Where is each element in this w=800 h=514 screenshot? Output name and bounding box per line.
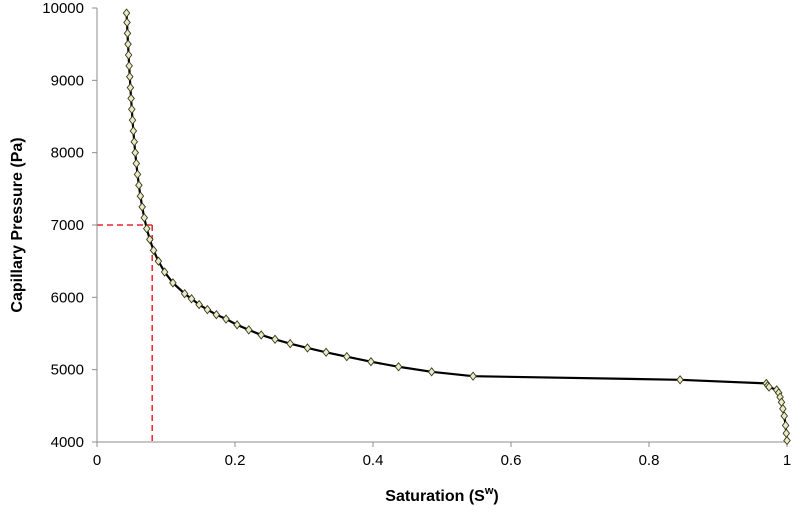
- data-point: [245, 325, 253, 335]
- data-point: [303, 343, 312, 353]
- data-point: [212, 309, 221, 320]
- data-point: [765, 382, 773, 392]
- data-point: [123, 28, 132, 39]
- data-point: [133, 169, 142, 180]
- data-point: [343, 351, 351, 362]
- data-point: [160, 267, 169, 277]
- y-tick-label: 7000: [51, 217, 84, 234]
- data-point: [142, 223, 151, 234]
- y-tick-label: 8000: [51, 145, 84, 162]
- data-point: [781, 420, 790, 431]
- data-point: [135, 180, 143, 190]
- x-tick-label: 0.4: [363, 452, 384, 469]
- x-axis-title-superscript: w: [484, 485, 494, 497]
- x-tick-label: 0: [93, 452, 101, 469]
- data-point: [203, 304, 212, 315]
- x-tick-label: 1: [783, 452, 791, 469]
- data-point: [149, 245, 158, 256]
- series-line: [125, 13, 789, 441]
- data-point: [124, 39, 132, 49]
- data-point: [125, 71, 134, 82]
- x-tick-label: 0.6: [501, 452, 522, 469]
- data-point: [180, 288, 189, 299]
- y-axis-ticks: 4000 5000 6000 7000 8000 9000 10000: [42, 0, 97, 451]
- data-point: [138, 202, 146, 212]
- data-point: [286, 338, 294, 349]
- data-point: [271, 334, 279, 345]
- data-point: [469, 371, 477, 381]
- data-point: [128, 115, 137, 125]
- y-axis-title: Capillary Pressure (Pa): [9, 137, 26, 312]
- x-axis-title: Saturation (Sw): [385, 485, 498, 505]
- y-tick-label: 4000: [51, 434, 84, 451]
- series-markers: [122, 8, 791, 446]
- data-point: [394, 362, 403, 372]
- data-point: [129, 126, 138, 136]
- x-tick-label: 0.2: [225, 452, 246, 469]
- data-point: [367, 356, 375, 367]
- data-point: [222, 314, 230, 324]
- y-tick-label: 6000: [51, 289, 84, 306]
- data-point: [154, 256, 163, 266]
- data-point: [127, 93, 135, 104]
- data-point: [427, 367, 436, 377]
- data-point: [779, 404, 787, 414]
- data-point: [782, 428, 791, 439]
- data-point: [780, 411, 789, 421]
- data-point: [136, 191, 145, 201]
- data-point: [127, 104, 136, 114]
- data-point: [233, 320, 241, 330]
- data-point: [169, 278, 177, 288]
- data-point: [130, 137, 139, 147]
- data-point: [195, 299, 203, 310]
- y-tick-label: 10000: [42, 0, 84, 17]
- data-point: [187, 294, 196, 304]
- x-axis-ticks: 0 0.2 0.4 0.6 0.8 1: [93, 442, 791, 469]
- y-tick-label: 5000: [51, 362, 84, 379]
- data-point: [124, 50, 133, 60]
- reference-guides: [97, 224, 153, 442]
- data-point: [126, 82, 135, 93]
- x-axis-title-main: Saturation (S: [385, 488, 485, 505]
- data-point: [257, 330, 265, 340]
- data-point: [132, 158, 141, 169]
- x-tick-label: 0.8: [639, 452, 660, 469]
- data-point: [123, 17, 131, 28]
- x-axis-title-close: ): [493, 488, 498, 505]
- data-point: [125, 61, 133, 71]
- data-point: [676, 375, 684, 385]
- data-point: [322, 347, 330, 358]
- y-tick-label: 9000: [51, 72, 84, 89]
- data-point: [783, 435, 791, 446]
- data-point: [122, 8, 131, 18]
- axes: [96, 8, 787, 443]
- data-point: [146, 234, 154, 245]
- data-point: [140, 213, 149, 223]
- data-point: [131, 147, 140, 158]
